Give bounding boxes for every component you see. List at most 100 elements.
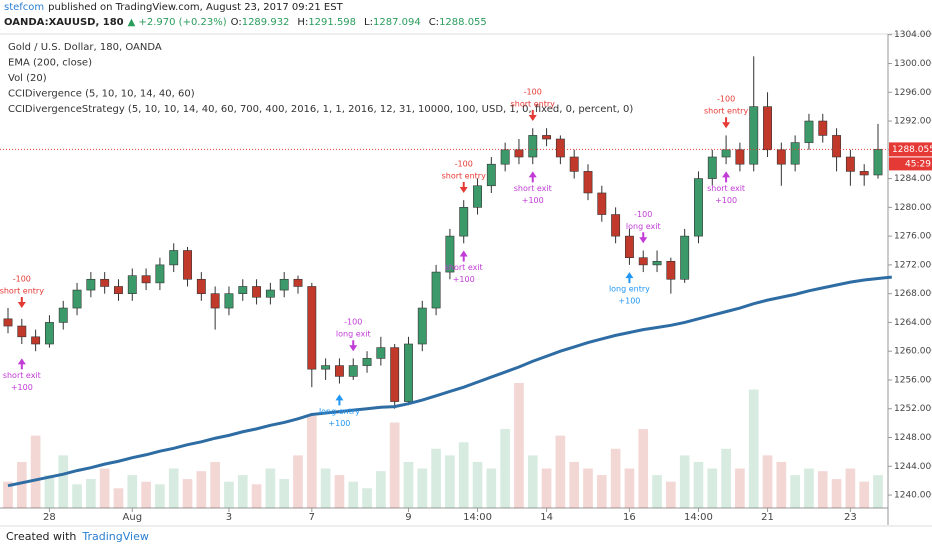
signal-arrow bbox=[528, 110, 537, 122]
volume-bar bbox=[541, 468, 552, 508]
volume-bar bbox=[804, 468, 814, 508]
y-tick-label: 1240.000 bbox=[894, 491, 932, 501]
volume-bar bbox=[817, 471, 828, 508]
volume-bar bbox=[790, 475, 800, 508]
candle-body bbox=[763, 106, 772, 151]
candle-body bbox=[694, 178, 703, 237]
volume-bar bbox=[196, 471, 207, 508]
quote: O:1289.932 bbox=[231, 17, 294, 28]
signal-label: short entry bbox=[511, 100, 556, 109]
volume-bar bbox=[610, 448, 621, 508]
y-tick-label: 1276.000 bbox=[894, 232, 932, 242]
candle-body bbox=[238, 286, 248, 294]
signal-arrow bbox=[335, 394, 344, 406]
candle-body bbox=[155, 264, 165, 284]
legend-entry: CCIDivergenceStrategy (5, 10, 10, 14, 40… bbox=[8, 104, 633, 115]
published: published on TradingView.com, August 23,… bbox=[48, 2, 343, 13]
volume-bar bbox=[3, 481, 13, 508]
y-tick-label: 1272.000 bbox=[894, 260, 932, 270]
quote-key: L: bbox=[364, 17, 373, 28]
candle-body bbox=[321, 365, 331, 370]
volume-bar bbox=[762, 455, 773, 508]
candle-body bbox=[348, 365, 358, 377]
volume-bar bbox=[306, 415, 317, 508]
quote-value: 1288.055 bbox=[439, 17, 487, 28]
candle-body bbox=[44, 322, 54, 345]
candle-body bbox=[804, 120, 814, 143]
signal-label: short exit bbox=[514, 184, 552, 193]
signal-qty: +100 bbox=[715, 196, 737, 205]
candle-body bbox=[279, 278, 289, 291]
signal-arrow bbox=[459, 250, 468, 262]
volume-bar bbox=[486, 468, 497, 508]
candle-body bbox=[169, 250, 179, 266]
candle-body bbox=[790, 142, 800, 165]
volume-bar bbox=[141, 481, 151, 508]
quote-value: 1291.598 bbox=[308, 17, 357, 28]
candle-body bbox=[500, 149, 510, 165]
x-tick-label: 21 bbox=[761, 512, 774, 523]
volume-bar bbox=[30, 435, 41, 508]
change: ▲ +2.970 (+0.23%) bbox=[127, 17, 227, 28]
volume-bar bbox=[251, 484, 262, 508]
candle-body bbox=[597, 192, 607, 215]
signal-label: short entry bbox=[704, 107, 749, 116]
volume-bar bbox=[569, 461, 580, 508]
signal-qty: -100 bbox=[634, 210, 652, 219]
quote-key: H: bbox=[297, 17, 309, 28]
candle-body bbox=[390, 347, 400, 402]
signal-qty: -100 bbox=[13, 275, 31, 284]
x-tick-label: 28 bbox=[43, 512, 56, 523]
candle-body bbox=[183, 250, 192, 280]
volume-bar bbox=[596, 475, 607, 508]
candle-body bbox=[624, 235, 634, 258]
candle-body bbox=[569, 156, 579, 172]
y-tick-label: 1296.000 bbox=[894, 88, 932, 98]
signal-label: short exit bbox=[707, 184, 745, 193]
volume-bar bbox=[527, 455, 538, 508]
header: stefcom published on TradingView.com, Aug… bbox=[4, 0, 495, 30]
author[interactable]: stefcom bbox=[4, 2, 45, 13]
volume-bar bbox=[748, 389, 759, 508]
volume-bar bbox=[293, 455, 303, 508]
signal-qty: +100 bbox=[11, 383, 33, 392]
volume-bar bbox=[624, 468, 635, 508]
signal-qty: +100 bbox=[453, 275, 475, 284]
volume-bar bbox=[472, 461, 483, 508]
countdown: 45:29 bbox=[905, 159, 931, 169]
candle-body bbox=[376, 347, 386, 359]
y-tick-label: 1244.000 bbox=[894, 462, 932, 472]
candle-body bbox=[114, 286, 123, 294]
y-tick-label: 1256.000 bbox=[894, 375, 932, 385]
volume-bar bbox=[707, 468, 718, 508]
signal-label: short exit bbox=[445, 263, 483, 272]
y-tick-label: 1260.000 bbox=[894, 347, 932, 357]
volume-bar bbox=[376, 471, 386, 508]
legend-entry: EMA (200, close) bbox=[8, 58, 92, 69]
volume-bar bbox=[500, 429, 510, 508]
volume-bar bbox=[555, 435, 566, 508]
signal-arrow bbox=[349, 340, 358, 352]
candle-body bbox=[735, 149, 745, 165]
candle-body bbox=[459, 207, 469, 237]
volume-bar bbox=[583, 468, 593, 508]
symbol: OANDA:XAUUSD, 180 bbox=[4, 17, 124, 28]
volume-bar bbox=[735, 468, 745, 508]
x-tick-label: 3 bbox=[226, 512, 232, 523]
volume-bar bbox=[99, 468, 110, 508]
volume-bar bbox=[362, 488, 372, 508]
candle-body bbox=[362, 358, 372, 366]
signal-label: long exit bbox=[626, 222, 661, 231]
x-tick-label: 7 bbox=[309, 512, 315, 523]
candle-body bbox=[3, 318, 13, 327]
candle-body bbox=[818, 120, 828, 136]
brand[interactable]: TradingView bbox=[82, 530, 149, 543]
volume-bar bbox=[776, 461, 787, 508]
signal-arrow bbox=[625, 272, 634, 284]
candle-body bbox=[528, 135, 538, 158]
legend-entry: Gold / U.S. Dollar, 180, OANDA bbox=[8, 42, 162, 53]
candle-body bbox=[832, 135, 842, 158]
quote-key: C: bbox=[428, 17, 440, 28]
volume-bar bbox=[389, 422, 400, 508]
volume-bar bbox=[16, 461, 27, 508]
